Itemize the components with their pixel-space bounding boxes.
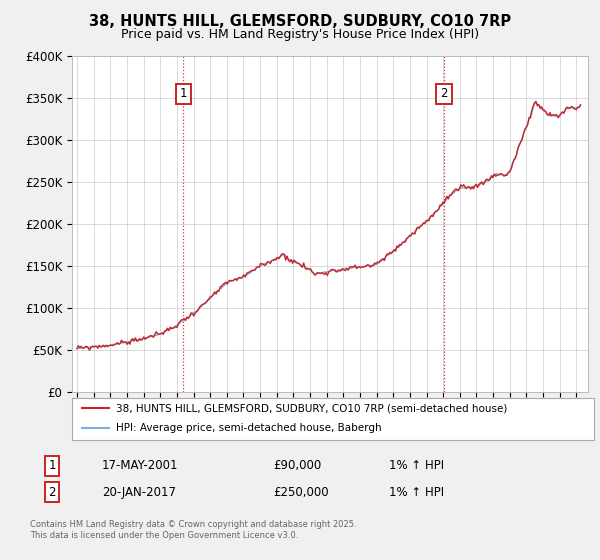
Text: HPI: Average price, semi-detached house, Babergh: HPI: Average price, semi-detached house,… <box>116 423 382 433</box>
Text: 1% ↑ HPI: 1% ↑ HPI <box>389 459 444 473</box>
Text: Price paid vs. HM Land Registry's House Price Index (HPI): Price paid vs. HM Land Registry's House … <box>121 28 479 41</box>
Text: 38, HUNTS HILL, GLEMSFORD, SUDBURY, CO10 7RP (semi-detached house): 38, HUNTS HILL, GLEMSFORD, SUDBURY, CO10… <box>116 403 508 413</box>
Text: 20-JAN-2017: 20-JAN-2017 <box>102 486 176 499</box>
Text: £250,000: £250,000 <box>273 486 329 499</box>
Text: 2: 2 <box>49 486 56 499</box>
Text: Contains HM Land Registry data © Crown copyright and database right 2025.
This d: Contains HM Land Registry data © Crown c… <box>30 520 356 540</box>
Text: 1% ↑ HPI: 1% ↑ HPI <box>389 486 444 499</box>
Text: 38, HUNTS HILL, GLEMSFORD, SUDBURY, CO10 7RP: 38, HUNTS HILL, GLEMSFORD, SUDBURY, CO10… <box>89 14 511 29</box>
Text: 1: 1 <box>49 459 56 473</box>
Text: 17-MAY-2001: 17-MAY-2001 <box>102 459 178 473</box>
Text: £90,000: £90,000 <box>273 459 321 473</box>
Text: 2: 2 <box>440 87 448 100</box>
Text: 1: 1 <box>179 87 187 100</box>
